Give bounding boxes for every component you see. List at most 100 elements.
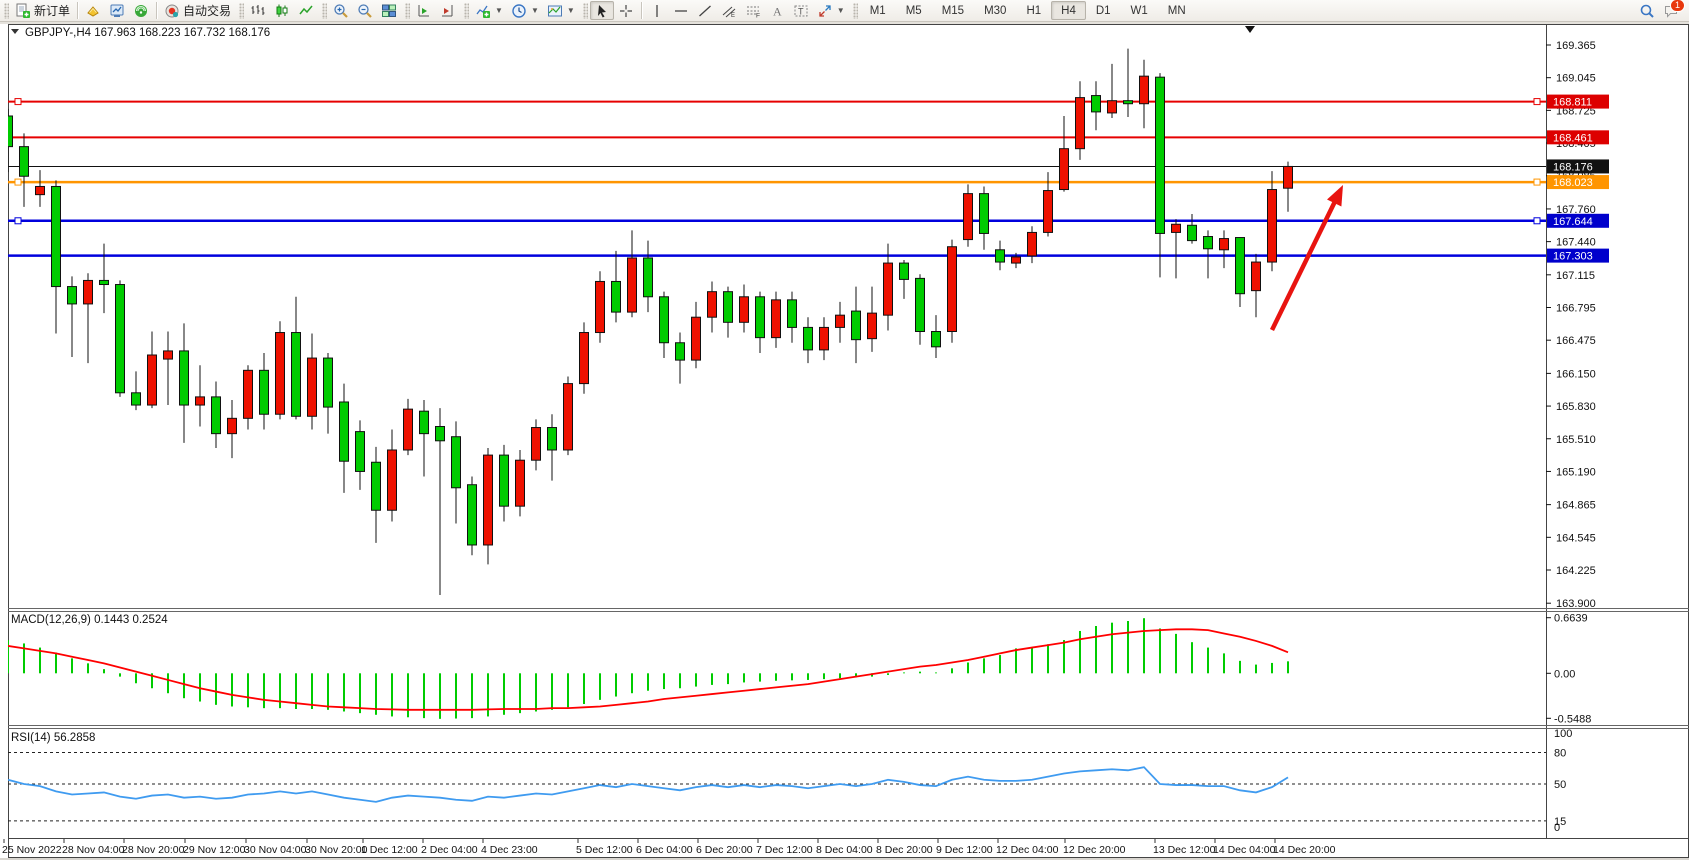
trendline-button[interactable] xyxy=(693,1,717,20)
community-button[interactable] xyxy=(81,1,105,20)
date-tick-label: 29 Nov 12:00 xyxy=(183,844,246,856)
line-chart-icon xyxy=(298,3,314,19)
tf-d1-label: D1 xyxy=(1095,4,1111,17)
chevron-down-icon[interactable]: ▼ xyxy=(530,6,539,15)
svg-text:T: T xyxy=(798,6,804,16)
tf-d1[interactable]: D1 xyxy=(1086,1,1121,20)
template-icon xyxy=(547,3,563,19)
indicators-button[interactable]: ▼ xyxy=(471,1,507,20)
candle xyxy=(195,396,205,406)
tf-m15[interactable]: M15 xyxy=(932,1,974,20)
trend-arrow-annotation[interactable] xyxy=(1269,185,1343,331)
candle xyxy=(1107,100,1117,114)
price-tick-label: 169.045 xyxy=(1556,73,1596,85)
toolbar-grip[interactable] xyxy=(582,2,588,19)
candle xyxy=(131,392,141,406)
market-watch-button[interactable] xyxy=(105,1,129,20)
bottom-scroll-strip[interactable] xyxy=(0,858,1689,860)
chart-shift-button[interactable] xyxy=(436,1,460,20)
autotrading-button-label: 自动交易 xyxy=(183,4,232,18)
auto-scroll-button[interactable] xyxy=(412,1,436,20)
candle xyxy=(339,401,349,462)
periods-button[interactable]: ▼ xyxy=(507,1,543,20)
tf-h4[interactable]: H4 xyxy=(1051,1,1086,20)
macd-panel xyxy=(8,618,1289,719)
candle xyxy=(51,185,61,288)
candle xyxy=(787,299,797,328)
new-order-button[interactable]: 新订单 xyxy=(11,1,74,20)
candle xyxy=(691,316,701,361)
tf-m5-label: M5 xyxy=(905,4,922,17)
date-tick-label: 28 Nov 04:00 xyxy=(62,844,125,856)
candle xyxy=(387,449,397,511)
navigator-button[interactable] xyxy=(129,1,153,20)
chat-button[interactable]: 1 xyxy=(1659,0,1685,20)
templates-button[interactable]: ▼ xyxy=(543,1,579,20)
arrows-button[interactable]: ▼ xyxy=(813,1,849,20)
bar-chart-button[interactable] xyxy=(246,1,270,20)
tf-m5[interactable]: M5 xyxy=(896,1,932,20)
toolbar-grip[interactable] xyxy=(239,2,245,19)
toolbar-grip[interactable] xyxy=(852,2,858,19)
tf-h1-label: H1 xyxy=(1026,4,1042,17)
price-badges: 168.811 168.461 168.176 168.023 167.644 167.3… xyxy=(1547,94,1609,263)
text-label-button[interactable]: T xyxy=(789,1,813,20)
vertical-line-button[interactable] xyxy=(645,1,669,20)
line-handle[interactable] xyxy=(14,217,22,225)
tf-m1[interactable]: M1 xyxy=(860,1,896,20)
line-handle[interactable] xyxy=(1533,178,1541,186)
candle xyxy=(307,357,317,417)
toolbar-grip[interactable] xyxy=(4,2,9,19)
cursor-button[interactable] xyxy=(589,1,614,20)
date-tick-label: 8 Dec 04:00 xyxy=(816,844,873,856)
candle xyxy=(1203,236,1213,250)
candle xyxy=(259,369,269,415)
line-handle[interactable] xyxy=(1533,217,1541,225)
chevron-down-icon[interactable]: ▼ xyxy=(836,6,845,15)
autotrading-button[interactable]: 自动交易 xyxy=(160,1,235,20)
indicators-icon xyxy=(475,3,491,19)
chevron-down-icon[interactable]: ▼ xyxy=(495,6,503,15)
candle xyxy=(1267,189,1277,263)
chart-title: GBPJPY-,H4 167.963 168.223 167.732 168.1… xyxy=(25,27,270,39)
line-chart-button[interactable] xyxy=(294,1,318,20)
arrow-objects-icon xyxy=(817,3,833,19)
zoom-out-button[interactable] xyxy=(353,1,377,20)
search-button[interactable] xyxy=(1635,1,1659,20)
tf-mn[interactable]: MN xyxy=(1158,1,1196,20)
zoom-in-button[interactable] xyxy=(329,1,353,20)
macd-tick-label: -0.5488 xyxy=(1554,713,1591,725)
chevron-down-icon[interactable]: ▼ xyxy=(566,6,575,15)
rsi-tick-label: 100 xyxy=(1554,728,1572,740)
toolbar-grip[interactable] xyxy=(405,2,411,19)
candle xyxy=(611,280,621,313)
price-badge-168.023: 168.023 xyxy=(1553,177,1593,189)
line-handle[interactable] xyxy=(14,98,22,106)
channel-icon: E xyxy=(721,3,737,19)
candle xyxy=(835,314,845,328)
tf-w1-label: W1 xyxy=(1130,4,1148,17)
text-button[interactable]: A xyxy=(765,1,789,20)
fibonacci-button[interactable]: F xyxy=(741,1,765,20)
candle xyxy=(435,425,445,442)
toolbar-grip[interactable] xyxy=(322,2,328,19)
candlestick-button[interactable] xyxy=(270,1,294,20)
horizontal-line-button[interactable] xyxy=(669,1,693,20)
tf-m30[interactable]: M30 xyxy=(974,1,1016,20)
tf-w1[interactable]: W1 xyxy=(1121,1,1158,20)
text-icon: A xyxy=(769,3,785,19)
candle xyxy=(1251,261,1261,292)
crosshair-button[interactable] xyxy=(614,1,638,20)
macd-tick-label: 0.6639 xyxy=(1554,613,1588,625)
line-handle[interactable] xyxy=(14,178,22,186)
channel-button[interactable]: E xyxy=(717,1,741,20)
vline-icon xyxy=(649,3,665,19)
line-handle[interactable] xyxy=(1533,98,1541,106)
candle xyxy=(83,279,93,305)
toolbar-grip[interactable] xyxy=(464,2,470,19)
tile-windows-button[interactable] xyxy=(377,1,401,20)
candle xyxy=(979,193,989,234)
candle xyxy=(1091,95,1101,113)
macd-signal-line xyxy=(8,628,1289,711)
tf-h1[interactable]: H1 xyxy=(1016,1,1051,20)
